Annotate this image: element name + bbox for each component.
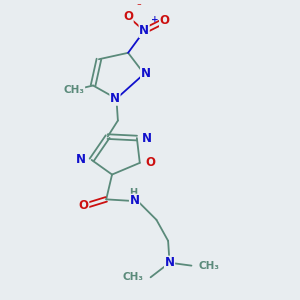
- Text: O: O: [160, 14, 170, 27]
- Text: N: N: [76, 153, 86, 167]
- Text: O: O: [123, 10, 133, 23]
- Text: N: N: [139, 24, 149, 38]
- Text: H: H: [129, 188, 137, 198]
- Text: N: N: [165, 256, 175, 269]
- Text: O: O: [79, 199, 89, 212]
- Text: N: N: [110, 92, 120, 105]
- Text: O: O: [145, 156, 155, 170]
- Text: ⁻: ⁻: [136, 2, 141, 11]
- Text: CH₃: CH₃: [199, 261, 220, 271]
- Text: +: +: [152, 16, 159, 25]
- Text: N: N: [142, 132, 152, 145]
- Text: N: N: [141, 67, 151, 80]
- Text: CH₃: CH₃: [64, 85, 85, 95]
- Text: CH₃: CH₃: [122, 272, 143, 282]
- Text: N: N: [130, 194, 140, 207]
